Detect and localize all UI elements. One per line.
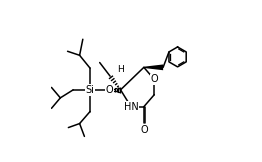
Text: O: O bbox=[140, 125, 148, 135]
Text: O: O bbox=[150, 74, 158, 84]
Text: Si: Si bbox=[86, 85, 95, 95]
Text: H: H bbox=[117, 65, 124, 74]
Text: HN: HN bbox=[124, 102, 138, 112]
Text: O: O bbox=[106, 85, 113, 95]
Polygon shape bbox=[144, 64, 163, 70]
